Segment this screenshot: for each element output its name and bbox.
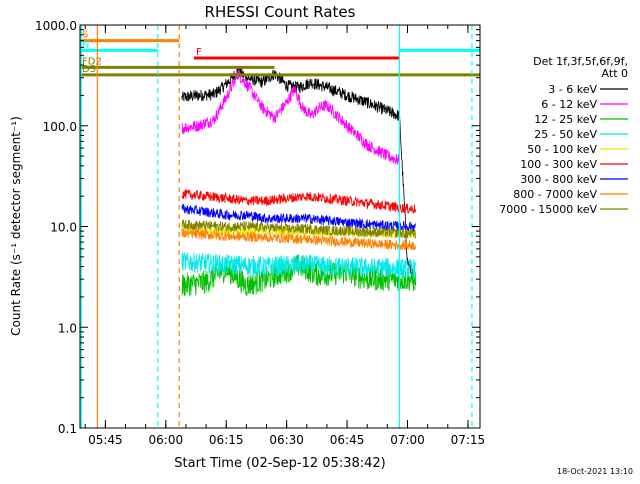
x-axis-label: Start Time (02-Sep-12 05:38:42): [174, 456, 385, 471]
y-tick-label: 100.0: [43, 120, 77, 134]
y-tick-label: 10.0: [50, 221, 77, 235]
legend-entry-label: 12 - 25 keV: [534, 113, 597, 126]
axes-layer: 05:45 06:00 06:15 06:30 06:45 07:00 07:15 0.1 1.…: [35, 19, 485, 447]
legend-title-line: Att 0: [602, 67, 628, 80]
legend: Det 1f,3f,5f,6f,9f,Att 0 3 - 6 keV 6 - 12 …: [499, 55, 628, 216]
legend-entry-label: 6 - 12 keV: [541, 98, 597, 111]
data-layer: [181, 66, 416, 297]
x-tick-label: 06:00: [149, 433, 184, 447]
legend-entry-label: 100 - 300 keV: [520, 158, 597, 171]
series-line-3-to-6kev: [181, 66, 416, 285]
footer-timestamp: 18-Oct-2021 13:10: [557, 467, 633, 476]
flag-label-n: N: [82, 39, 89, 50]
x-tick-label: 06:45: [330, 433, 365, 447]
x-tick-label: 06:30: [269, 433, 304, 447]
series-line-100-to-300kev: [181, 189, 416, 215]
flag-label-f: F: [196, 47, 202, 58]
legend-entry-label: 300 - 800 keV: [520, 173, 597, 186]
x-tick-label: 07:15: [451, 433, 486, 447]
series-line-300-to-800kev: [181, 203, 416, 233]
y-tick-label: 1.0: [58, 321, 77, 335]
series-line-6-to-12kev: [181, 70, 400, 166]
series-line-7000-to-15000kev: [181, 219, 416, 239]
legend-entry-label: 7000 - 15000 keV: [499, 203, 597, 216]
legend-entry-label: 3 - 6 keV: [548, 83, 597, 96]
legend-entry-label: 25 - 50 keV: [534, 128, 597, 141]
x-tick-label: 07:00: [390, 433, 425, 447]
y-tick-label: 1000.0: [35, 19, 77, 33]
y-axis-label: Count Rate (s⁻¹ detector segment⁻¹): [9, 116, 23, 336]
x-tick-label: 05:45: [88, 433, 123, 447]
flag-label-s: S: [82, 30, 88, 41]
y-tick-label: 0.1: [58, 422, 77, 436]
series-line-800-to-7000kev: [181, 228, 416, 252]
chart-title: RHESSI Count Rates: [205, 3, 356, 21]
legend-entry-label: 800 - 7000 keV: [513, 188, 597, 201]
legend-entry-label: 50 - 100 keV: [527, 143, 597, 156]
flag-label-fd2: FD2: [82, 56, 102, 67]
flag-label-d3: D3: [82, 64, 96, 75]
x-tick-label: 06:15: [209, 433, 244, 447]
series-line-25-to-50kev: [181, 251, 416, 279]
legend-title-line: Det 1f,3f,5f,6f,9f,: [533, 55, 628, 68]
